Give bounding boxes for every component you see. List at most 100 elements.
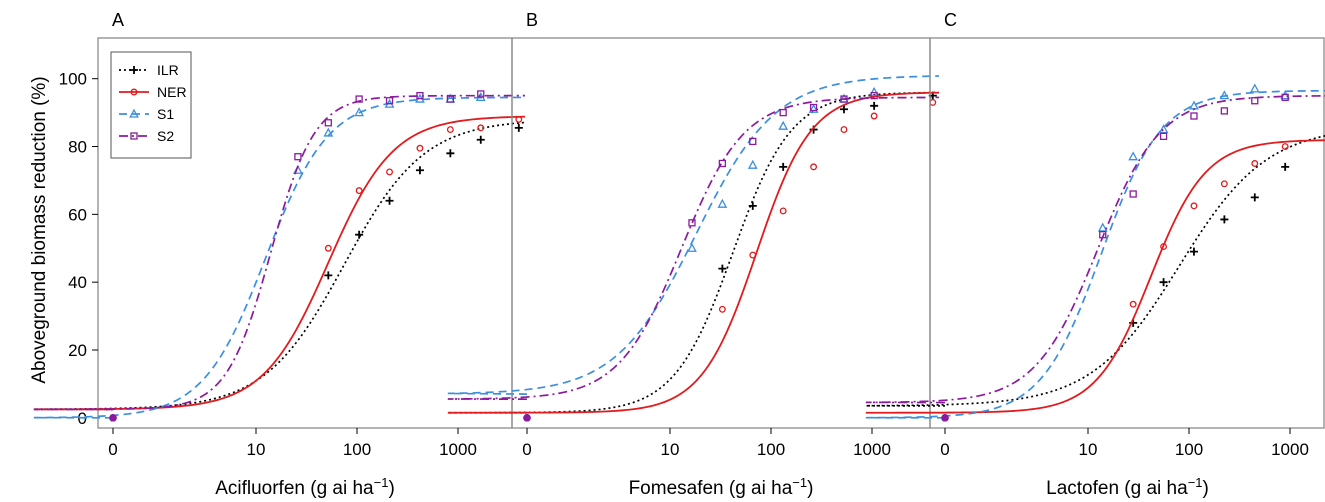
legend-marker-s1 xyxy=(129,108,139,118)
x-tick-label: 10 xyxy=(661,440,680,459)
x-tick-label: 1000 xyxy=(853,440,891,459)
data-point-ner xyxy=(386,168,393,176)
data-point-ner xyxy=(416,144,424,152)
data-point-s2 xyxy=(1190,112,1198,120)
data-point-ner xyxy=(515,115,523,123)
legend-marker-s2 xyxy=(130,132,138,140)
x-axis-title-exponent: −1 xyxy=(1188,475,1203,490)
series-ner xyxy=(865,139,1325,422)
x-tick-label: 1000 xyxy=(439,440,477,459)
data-point-ilr xyxy=(748,201,757,210)
panel-b: B 0 10 100 1000 Fomesafen (g ai ha−1) xyxy=(447,10,939,500)
series-ilr xyxy=(447,91,939,422)
data-point-s1 xyxy=(747,159,758,169)
y-tick-label: 60 xyxy=(68,205,87,224)
legend-marker-ilr xyxy=(130,66,138,74)
legend-label: NER xyxy=(157,84,187,100)
data-point-ilr xyxy=(1250,193,1259,202)
data-point-ilr xyxy=(1281,162,1290,171)
panel-frame xyxy=(511,37,931,429)
series-line-ner xyxy=(447,91,939,414)
data-point-s2 xyxy=(1159,132,1168,140)
data-point-ner xyxy=(1251,160,1259,167)
data-point-s1 xyxy=(1158,124,1169,134)
x-tick-label: 100 xyxy=(343,440,371,459)
data-point-ner xyxy=(718,305,726,313)
data-point-s1 xyxy=(808,103,819,113)
data-point-ner xyxy=(477,124,485,132)
data-point-ner xyxy=(1129,300,1137,308)
data-point-s1 xyxy=(687,242,697,252)
series-ner xyxy=(447,91,939,422)
panel-frame xyxy=(929,37,1325,429)
x-axis-title: Fomesafen (g ai ha−1) xyxy=(629,475,814,500)
data-point-s2 xyxy=(294,153,302,161)
x-tick-label: 0 xyxy=(940,440,949,459)
legend-label: ILR xyxy=(157,62,179,78)
x-axis-title-exponent: −1 xyxy=(374,475,389,490)
y-tick-label: 40 xyxy=(68,273,87,292)
data-point-s1 xyxy=(869,86,880,96)
series-line-ilr xyxy=(865,135,1325,407)
data-point-s1 xyxy=(1189,100,1199,110)
data-point-s2 xyxy=(809,103,818,112)
x-tick-label: 100 xyxy=(757,440,785,459)
data-point-ilr xyxy=(324,271,333,280)
panel-letter: A xyxy=(112,10,124,30)
data-point-s1 xyxy=(1280,90,1291,100)
data-point-ner xyxy=(749,251,757,259)
data-point-ner xyxy=(810,163,818,171)
data-point-s1 xyxy=(1219,90,1230,100)
x-axis-title-text: Fomesafen (g ai ha xyxy=(629,478,793,499)
data-point-ilr xyxy=(1220,215,1229,224)
series-s2 xyxy=(865,93,1325,422)
legend-marker-ner xyxy=(130,88,138,96)
series-line-s1 xyxy=(447,75,939,395)
data-point-s1 xyxy=(717,198,728,208)
y-tick-label: 100 xyxy=(59,70,87,89)
data-point-ilr xyxy=(839,105,848,114)
data-point-s2 xyxy=(1281,93,1289,101)
data-point-s2 xyxy=(477,90,485,98)
data-point-ner xyxy=(1160,243,1168,251)
data-point-s2 xyxy=(688,219,696,227)
series-line-s2 xyxy=(447,96,939,401)
x-tick-label: 10 xyxy=(1079,440,1098,459)
data-point-s2 xyxy=(416,92,424,100)
data-point-ner xyxy=(1281,143,1289,150)
data-point-s2 xyxy=(941,414,949,422)
x-axis-title-text: Lactofen (g ai ha xyxy=(1046,478,1188,499)
legend-label: S2 xyxy=(157,128,174,144)
data-point-ilr xyxy=(415,166,424,175)
series-line-s2 xyxy=(33,94,525,411)
data-point-s1 xyxy=(1097,222,1108,232)
data-point-ner xyxy=(355,187,363,195)
x-axis-title: Acifluorfen (g ai ha−1) xyxy=(215,475,395,500)
data-point-ner xyxy=(870,112,878,120)
data-point-s1 xyxy=(778,120,789,130)
series-s2 xyxy=(33,90,525,422)
legend: ILR NER S1 S2 xyxy=(110,51,192,159)
data-point-s1 xyxy=(1128,151,1139,161)
data-point-ner xyxy=(1190,202,1198,210)
data-point-s2 xyxy=(324,119,332,127)
data-point-s2 xyxy=(109,414,117,422)
series-ilr xyxy=(865,135,1325,422)
data-point-ner xyxy=(1220,180,1228,188)
x-axis-title-exponent: −1 xyxy=(792,475,807,490)
data-point-s2 xyxy=(1251,97,1259,105)
data-point-ner xyxy=(779,207,787,215)
series-line-s2 xyxy=(865,95,1325,404)
panel-letter: B xyxy=(526,10,538,30)
x-tick-label: 10 xyxy=(247,440,266,459)
x-axis-title-close: ) xyxy=(388,478,394,499)
series-s1 xyxy=(33,91,525,422)
data-point-ner xyxy=(446,126,454,134)
series-line-ner xyxy=(33,115,525,411)
series-line-ilr xyxy=(447,91,939,414)
data-point-s2 xyxy=(1129,190,1137,198)
data-point-ilr xyxy=(476,135,485,144)
data-point-s2 xyxy=(779,108,787,117)
data-point-s2 xyxy=(718,159,727,168)
